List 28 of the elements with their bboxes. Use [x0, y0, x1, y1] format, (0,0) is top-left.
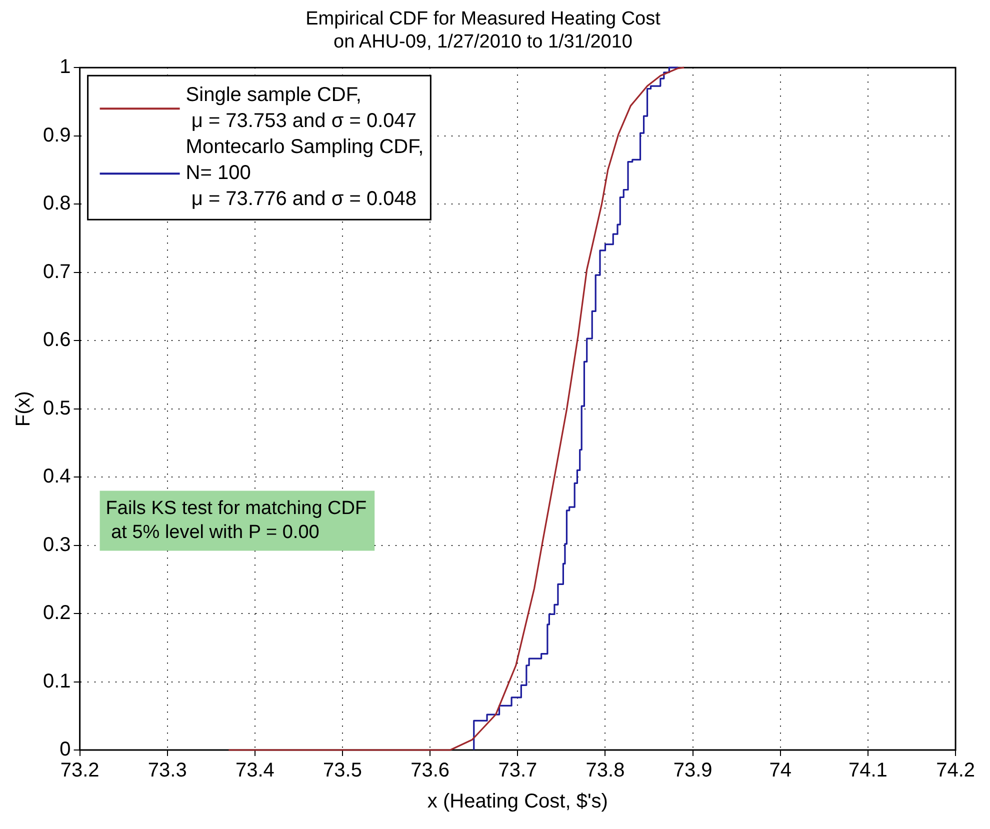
y-axis-title: F(x) [12, 391, 35, 427]
legend-label: Single sample CDF, μ = 73.753 and σ = 0.047 [186, 84, 417, 132]
x-tick-label: 73.5 [323, 760, 362, 782]
x-tick-label: 74.2 [936, 760, 976, 782]
y-tick-label: 0.5 [42, 397, 71, 420]
y-tick-label: 0.1 [42, 670, 71, 692]
y-tick-label: 0.8 [42, 192, 71, 215]
y-tick-label: 0.9 [42, 124, 71, 146]
y-tick-label: 1 [60, 56, 71, 78]
y-tick-label: 0.7 [42, 260, 71, 283]
annotation: Fails KS test for matching CDF at 5% level with P = 0.00 [106, 498, 367, 543]
y-tick-label: 0.2 [42, 602, 71, 624]
y-tick-label: 0 [60, 738, 71, 761]
y-tick-label: 0.4 [42, 466, 71, 488]
x-tick-label: 73.9 [673, 760, 712, 782]
y-tick-label: 0.3 [42, 534, 71, 556]
legend-label: Montecarlo Sampling CDF, N= 100 μ = 73.776 and σ = 0.048 [186, 136, 424, 210]
x-axis-title: x (Heating Cost, $'s) [427, 790, 608, 813]
chart-title: Empirical CDF for Measured Heating Cost on AHU-09, 1/27/2010 to 1/31/2010 [306, 8, 662, 52]
x-tick-label: 73.6 [410, 760, 450, 782]
x-tick-label: 74.1 [848, 760, 888, 782]
x-tick-label: 73.2 [60, 760, 100, 782]
x-tick-label: 74 [769, 760, 792, 782]
x-tick-label: 73.3 [148, 760, 187, 782]
x-tick-label: 73.4 [235, 760, 274, 782]
y-tick-label: 0.6 [42, 329, 71, 352]
x-tick-label: 73.8 [586, 760, 625, 782]
x-tick-label: 73.7 [498, 760, 538, 782]
